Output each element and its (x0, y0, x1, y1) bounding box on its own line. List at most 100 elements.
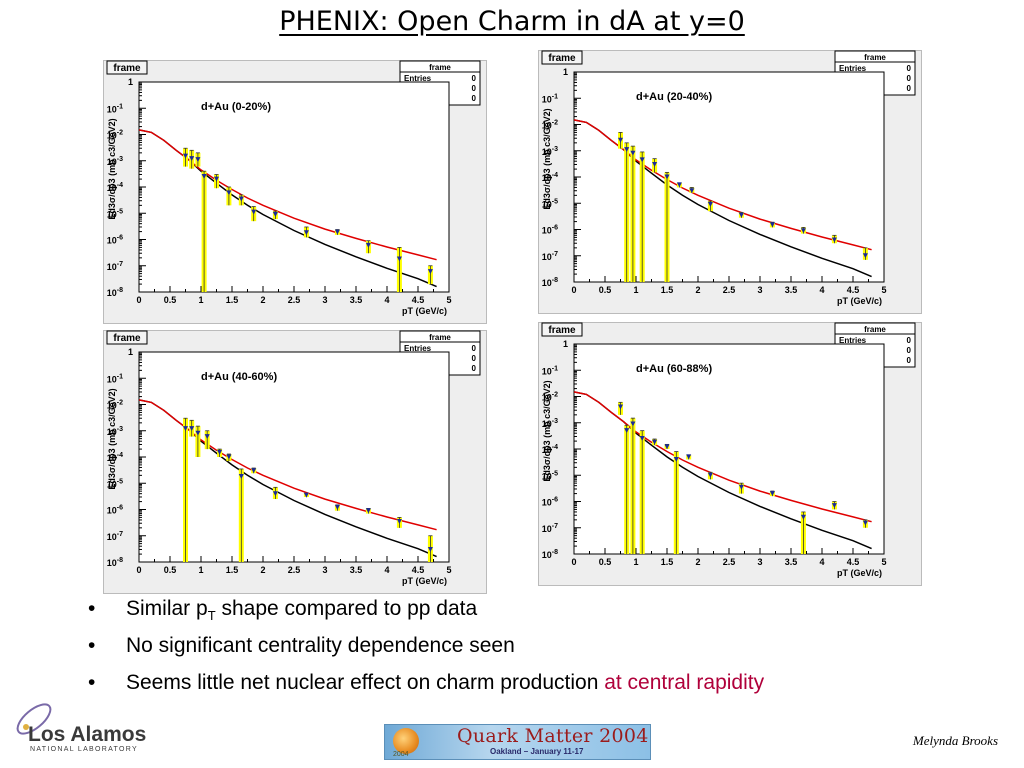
frame-label: frame (541, 322, 583, 337)
x-tick-label: 3.5 (785, 557, 798, 567)
x-tick-label: 0 (571, 285, 576, 295)
y-tick-label: 10-6 (107, 505, 123, 516)
data-point (272, 486, 278, 500)
point-marker (738, 484, 744, 490)
point-marker (630, 421, 636, 427)
red-curve (138, 399, 437, 531)
point-marker (618, 137, 623, 143)
y-tick-label: 10-2 (107, 400, 123, 411)
stats-value: 0 (907, 74, 912, 83)
x-tick-label: 1.5 (226, 565, 239, 575)
x-tick-label: 3 (322, 565, 327, 575)
y-axis-label: Ed3σ/dp3 (mb c3/GeV2) (542, 108, 552, 209)
data-point (365, 240, 371, 254)
data-point (251, 206, 257, 222)
frame-label: frame (106, 330, 148, 345)
data-point (238, 194, 244, 206)
stats-value: 0 (472, 364, 477, 373)
x-tick-label: 0.5 (599, 285, 612, 295)
data-point (303, 492, 309, 498)
y-tick-label: 1 (563, 67, 568, 77)
data-point (800, 227, 806, 234)
frame-label-box (106, 330, 148, 345)
x-axis-label: pT (GeV/c) (837, 568, 882, 578)
point-marker (251, 209, 257, 215)
data-point (676, 182, 682, 188)
y-tick-label: 10-2 (542, 120, 558, 131)
x-tick-label: 2.5 (723, 285, 736, 295)
y-tick-label: 10-7 (107, 261, 123, 272)
data-point (800, 511, 806, 554)
point-marker (396, 518, 402, 524)
data-point (183, 147, 188, 167)
plot-area (138, 81, 450, 293)
data-point (664, 171, 670, 282)
point-marker (652, 439, 658, 445)
x-tick-label: 0 (571, 557, 576, 567)
slide-title-text: PHENIX: Open Charm in dA at y=0 (279, 6, 745, 37)
y-tick-label: 10-7 (107, 531, 123, 542)
data-point (862, 519, 868, 528)
point-marker (217, 449, 223, 455)
data-point (831, 234, 837, 244)
x-tick-label: 4 (384, 565, 389, 575)
point-marker (226, 190, 232, 196)
data-point (707, 471, 713, 480)
chart-panel-60-88: frameframeEntries0Mean0RMS000.511.522.53… (538, 322, 922, 586)
point-marker (652, 161, 658, 167)
stats-value: 0 (472, 354, 477, 363)
chart-title: d+Au (40-60%) (201, 371, 277, 383)
y-tick-label: 10-5 (542, 470, 558, 481)
stats-value: 0 (907, 346, 912, 355)
point-marker (251, 468, 257, 474)
point-marker (427, 546, 433, 552)
x-tick-label: 0.5 (164, 565, 177, 575)
x-tick-label: 2 (695, 557, 700, 567)
x-tick-label: 2 (695, 285, 700, 295)
x-tick-label: 3.5 (350, 565, 363, 575)
x-tick-label: 5 (881, 285, 886, 295)
bullet-item-1: • Similar pT shape compared to pp data (88, 597, 478, 624)
point-marker (624, 428, 630, 434)
point-marker (664, 174, 670, 180)
frame-label-box (541, 50, 583, 65)
chart-svg: frameframeEntries0Mean0RMS000.511.522.53… (103, 60, 487, 324)
x-tick-label: 0.5 (599, 557, 612, 567)
point-marker (639, 436, 645, 442)
y-tick-label: 10-6 (542, 225, 558, 236)
point-marker (673, 456, 679, 462)
data-point (639, 151, 645, 282)
chart-panel-20-40: frameframeEntries0Mean0RMS000.511.522.53… (538, 50, 922, 314)
data-point (630, 417, 636, 554)
y-tick-label: 10-1 (542, 93, 558, 104)
y-tick-label: 10-5 (542, 198, 558, 209)
banner-subtitle: Oakland – January 11-17 (490, 747, 584, 756)
data-point (664, 443, 670, 450)
y-tick-label: 10-2 (542, 392, 558, 403)
y-tick-label: 10-3 (107, 426, 123, 437)
chart-svg: frameframeEntries0Mean0RMS000.511.522.53… (103, 330, 487, 594)
x-tick-label: 2 (260, 295, 265, 305)
stats-box-header: frame (864, 53, 886, 62)
y-tick-label: 1 (128, 347, 133, 357)
y-tick-label: 10-3 (542, 418, 558, 429)
chart-title: d+Au (0-20%) (201, 101, 271, 113)
y-axis-label: Ed3σ/dp3 (mb c3/GeV2) (542, 380, 552, 481)
x-tick-label: 1 (198, 565, 203, 575)
data-point (214, 174, 219, 189)
x-tick-label: 3.5 (350, 295, 363, 305)
stats-value: 0 (472, 84, 477, 93)
red-curve (573, 119, 872, 251)
stats-value: 0 (907, 64, 912, 73)
banner-title: Quark Matter 2004 (457, 725, 649, 747)
data-point (303, 226, 309, 238)
x-tick-label: 1 (633, 557, 638, 567)
y-tick-label: 10-1 (542, 365, 558, 376)
x-tick-label: 0 (136, 565, 141, 575)
point-marker (427, 269, 433, 275)
x-tick-label: 4 (819, 557, 824, 567)
point-marker (201, 174, 207, 180)
x-axis-label: pT (GeV/c) (837, 296, 882, 306)
y-tick-label: 10-4 (107, 452, 123, 463)
x-tick-label: 4.5 (412, 295, 425, 305)
